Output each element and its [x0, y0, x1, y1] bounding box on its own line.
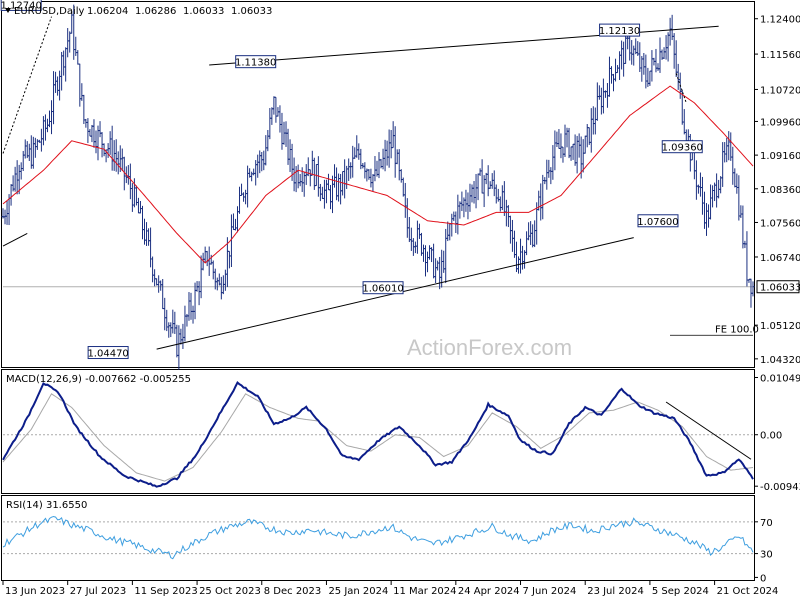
current-price-label: 1.06033 — [760, 283, 800, 294]
time-tick-label: 11 Sep 2023 — [134, 586, 197, 597]
annotation-box — [0, 0, 42, 11]
time-tick-label: 11 Mar 2024 — [393, 586, 456, 597]
price-tick-label: 1.08360 — [760, 185, 800, 196]
rsi-indicator: 70 30 0 — [2, 515, 773, 584]
time-tick-label: 7 Jun 2024 — [523, 586, 577, 597]
macd-trendline — [665, 401, 752, 460]
annotation-text: 1.12130 — [599, 26, 640, 37]
price-bar — [751, 281, 755, 297]
macd-indicator: 0.01049 0.00 -0.009435 — [2, 374, 800, 493]
annotation-box — [235, 55, 277, 69]
time-tick-label: 21 Oct 2024 — [717, 586, 779, 597]
annotation-text: 1.04470 — [87, 349, 128, 360]
collapse-triangle-icon[interactable] — [5, 8, 11, 13]
time-tick-label: 25 Jan 2024 — [328, 586, 388, 597]
ohlc-close: 1.06033 — [231, 6, 272, 17]
price-annotation: 1.06010 — [362, 281, 404, 295]
dotted-connector — [675, 73, 687, 104]
macd-tick-label: 0.01049 — [760, 374, 800, 385]
moving-average — [2, 85, 754, 264]
time-tick-label: 8 Dec 2023 — [264, 586, 322, 597]
annotation-text: 1.09360 — [662, 143, 703, 154]
price-tick-label: 1.05120 — [760, 321, 800, 332]
price-annotation: 1.04470 — [87, 346, 129, 360]
price-axis: 1.12400 1.11560 1.10720 1.09960 1.09160 1.083… — [754, 15, 800, 366]
rsi-line — [2, 515, 754, 560]
macd-signal-line — [2, 393, 754, 482]
ohlc-low: 1.06033 — [183, 6, 224, 17]
price-annotations: 1.12740 1.11380 1.12130 1.09360 1.07600 1.060… — [1, 0, 703, 360]
price-annotation: 1.09360 — [661, 140, 703, 154]
annotation-box — [87, 346, 129, 360]
dotted-connector — [2, 16, 52, 154]
price-tick-label: 1.09160 — [760, 151, 800, 162]
annotation-box — [661, 140, 703, 154]
fe-level-label: FE 100.0 — [715, 324, 759, 335]
annotation-box — [362, 281, 404, 295]
watermark: ActionForex.com — [407, 335, 572, 360]
price-tick-label: 1.07560 — [760, 218, 800, 229]
macd-panel — [1, 369, 755, 494]
current-price-tag: 1.06033 — [756, 280, 800, 294]
macd-tick-label: -0.009435 — [760, 482, 800, 493]
price-tick-label: 1.10720 — [760, 85, 800, 96]
annotation-text: 1.12740 — [1, 0, 42, 11]
annotation-text: 1.06010 — [362, 284, 403, 295]
annotation-text: 1.11380 — [235, 58, 276, 69]
time-tick-label: 24 Apr 2024 — [458, 586, 520, 597]
price-tick-label: 1.06740 — [760, 253, 800, 264]
rsi-panel — [1, 495, 755, 581]
rsi-tick-label: 0 — [760, 573, 766, 584]
annotation-box — [637, 214, 679, 228]
current-price-box — [756, 280, 800, 294]
ohlc-open: 1.06204 — [87, 6, 128, 17]
price-annotation: 1.12130 — [599, 23, 641, 37]
macd-line — [2, 381, 754, 488]
ohlc-high: 1.06286 — [135, 6, 176, 17]
time-tick-label: 5 Sep 2024 — [652, 586, 709, 597]
moving-average-line — [2, 85, 754, 264]
price-annotation: 1.07600 — [637, 214, 679, 228]
price-tick-label: 1.09960 — [760, 117, 800, 128]
symbol-label: EURUSD,Daily — [14, 6, 85, 17]
time-tick-label: 23 Jul 2024 — [587, 586, 644, 597]
price-tick-label: 1.11560 — [760, 50, 800, 61]
price-tick-label: 1.04320 — [760, 355, 800, 366]
rsi-tick-label: 30 — [760, 550, 773, 561]
price-tick-label: 1.12400 — [760, 15, 800, 26]
macd-title: MACD(12,26,9) -0.007662 -0.005255 — [6, 374, 191, 385]
rsi-title: RSI(14) 31.6550 — [6, 500, 87, 511]
trendline — [2, 232, 28, 247]
time-tick-label: 27 Jul 2023 — [70, 586, 127, 597]
macd-tick-label: 0.00 — [760, 431, 782, 442]
annotation-box — [599, 23, 641, 37]
price-panel — [1, 1, 755, 368]
time-axis: 13 Jun 2023 27 Jul 2023 11 Sep 2023 25 Oct … — [2, 581, 779, 597]
annotation-text: 1.07600 — [637, 217, 678, 228]
time-tick-label: 25 Oct 2023 — [199, 586, 261, 597]
rsi-tick-label: 70 — [760, 518, 773, 529]
price-annotation: 1.11380 — [235, 55, 277, 69]
price-annotation: 1.12740 — [1, 0, 42, 11]
time-tick-label: 13 Jun 2023 — [5, 586, 65, 597]
